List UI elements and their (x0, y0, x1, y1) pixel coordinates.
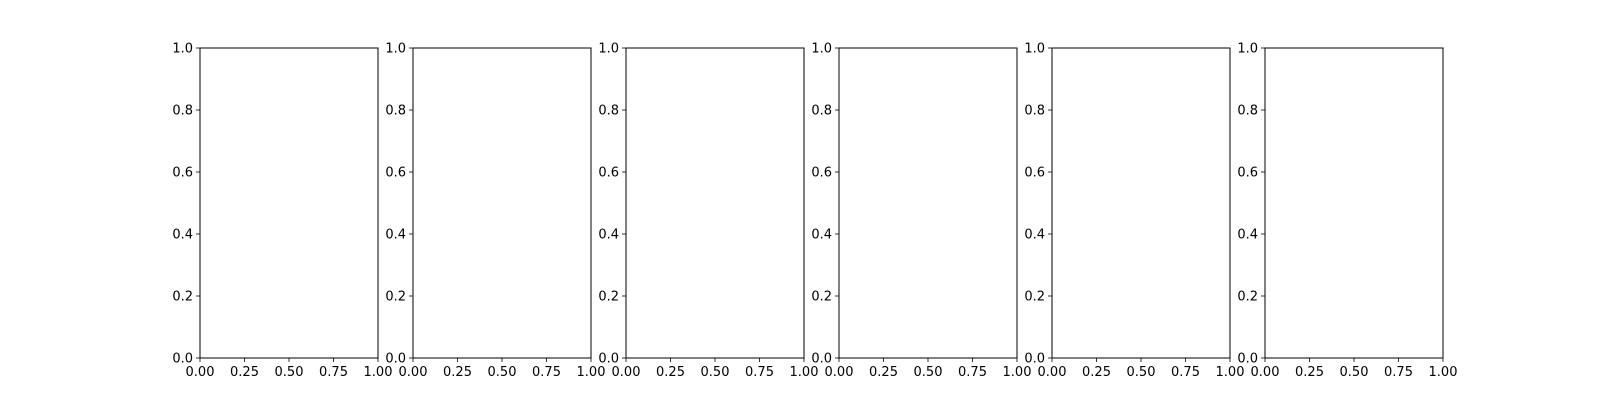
y-tick-label: 0.4 (385, 228, 406, 243)
y-tick-label: 0.4 (598, 228, 619, 243)
axes-background (413, 48, 591, 358)
y-tick-label: 0.8 (172, 104, 193, 119)
x-tick-label: 0.50 (701, 365, 730, 380)
x-tick-label: 0.25 (230, 365, 259, 380)
axes-frame (625, 47, 805, 359)
x-tick-label: 0.75 (958, 365, 987, 380)
subplot-4: 0.00 0.25 0.50 0.75 1.00 0.0 0.2 0.4 0.6 0.8 1.0 (811, 42, 1031, 381)
y-tick-label: 0.0 (1024, 352, 1045, 367)
x-tick-label: 0.25 (1082, 365, 1111, 380)
x-tick-label: 0.25 (443, 365, 472, 380)
y-tick-label: 1.0 (1237, 42, 1258, 57)
subplot-6: 0.00 0.25 0.50 0.75 1.00 0.0 0.2 0.4 0.6 0.8 1.0 (1237, 42, 1457, 381)
x-tick-label: 0.25 (869, 365, 898, 380)
x-tick-label: 0.75 (1384, 365, 1413, 380)
y-tick-label: 0.0 (811, 352, 832, 367)
axes-background (1265, 48, 1443, 358)
y-tick-label: 0.6 (172, 166, 193, 181)
x-tick-label: 0.50 (1127, 365, 1156, 380)
y-tick-label: 0.2 (1237, 290, 1258, 305)
x-tick-label: 0.25 (656, 365, 685, 380)
x-tick-label: 0.00 (1251, 365, 1280, 380)
x-tick-label: 0.00 (186, 365, 215, 380)
x-tick-label: 0.75 (1171, 365, 1200, 380)
subplot-2: 0.00 0.25 0.50 0.75 1.00 0.0 0.2 0.4 0.6 0.8 1.0 (385, 42, 605, 381)
x-tick-label: 0.25 (1295, 365, 1324, 380)
axes-background (200, 48, 378, 358)
y-tick-label: 1.0 (1024, 42, 1045, 57)
y-tick-label: 0.0 (1237, 352, 1258, 367)
y-tick-label: 0.4 (1237, 228, 1258, 243)
axes-frame (412, 47, 592, 359)
y-tick-label: 1.0 (172, 42, 193, 57)
x-tick-label: 0.75 (745, 365, 774, 380)
axes-background (626, 48, 804, 358)
x-tick-label: 0.00 (825, 365, 854, 380)
y-tick-label: 1.0 (598, 42, 619, 57)
y-tick-label: 1.0 (385, 42, 406, 57)
y-tick-label: 0.2 (385, 290, 406, 305)
y-tick-label: 0.8 (1024, 104, 1045, 119)
y-tick-label: 0.6 (598, 166, 619, 181)
axes-background (839, 48, 1017, 358)
y-tick-label: 0.4 (1024, 228, 1045, 243)
x-tick-label: 0.50 (914, 365, 943, 380)
y-tick-label: 0.4 (811, 228, 832, 243)
x-tick-label: 0.75 (319, 365, 348, 380)
y-tick-label: 0.0 (172, 352, 193, 367)
x-tick-label: 0.00 (399, 365, 428, 380)
y-tick-label: 0.2 (598, 290, 619, 305)
y-tick-label: 0.6 (811, 166, 832, 181)
y-tick-label: 0.6 (385, 166, 406, 181)
x-tick-label: 0.00 (1038, 365, 1067, 380)
y-tick-label: 0.8 (811, 104, 832, 119)
y-tick-label: 0.2 (811, 290, 832, 305)
y-tick-label: 0.6 (1237, 166, 1258, 181)
y-tick-label: 0.0 (598, 352, 619, 367)
x-tick-label: 1.00 (364, 365, 393, 380)
x-tick-label: 0.00 (612, 365, 641, 380)
x-tick-label: 1.00 (1429, 365, 1458, 380)
axes-frame (1051, 47, 1231, 359)
y-tick-label: 0.4 (172, 228, 193, 243)
subplot-5: 0.00 0.25 0.50 0.75 1.00 0.0 0.2 0.4 0.6 0.8 1.0 (1024, 42, 1244, 381)
x-tick-label: 1.00 (577, 365, 606, 380)
x-tick-label: 0.50 (1340, 365, 1369, 380)
y-tick-label: 0.8 (598, 104, 619, 119)
axes-background (1052, 48, 1230, 358)
y-tick-label: 0.6 (1024, 166, 1045, 181)
x-tick-label: 0.50 (275, 365, 304, 380)
y-tick-label: 0.8 (385, 104, 406, 119)
axes-frame (199, 47, 379, 359)
y-tick-label: 0.0 (385, 352, 406, 367)
subplot-3: 0.00 0.25 0.50 0.75 1.00 0.0 0.2 0.4 0.6 0.8 1.0 (598, 42, 818, 381)
axes-frame (1264, 47, 1444, 359)
subplot-1: 0.00 0.25 0.50 0.75 1.00 0.0 0.2 0.4 0.6 0.8 1.0 (172, 42, 392, 381)
x-tick-label: 1.00 (1216, 365, 1245, 380)
y-tick-label: 0.8 (1237, 104, 1258, 119)
y-tick-label: 1.0 (811, 42, 832, 57)
x-tick-label: 0.50 (488, 365, 517, 380)
y-tick-label: 0.2 (1024, 290, 1045, 305)
axes-frame (838, 47, 1018, 359)
x-tick-label: 0.75 (532, 365, 561, 380)
y-tick-label: 0.2 (172, 290, 193, 305)
x-tick-label: 1.00 (790, 365, 819, 380)
x-tick-label: 1.00 (1003, 365, 1032, 380)
